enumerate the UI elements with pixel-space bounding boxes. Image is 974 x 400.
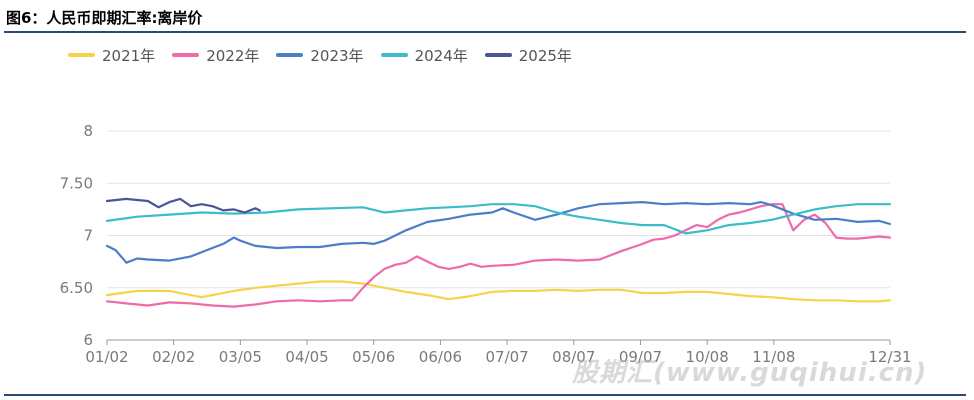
series-line-1 [105,280,892,303]
x-tick-label: 12/31 [868,348,911,366]
legend-label: 2022年 [206,46,260,65]
legend-item: 2021年 [68,45,155,66]
legend-label: 2024年 [414,46,468,65]
x-tick-label: 07/07 [485,348,528,366]
title-divider [4,31,966,33]
x-tick-label: 08/07 [552,348,595,366]
legend-swatch [484,53,512,57]
series-line-4 [105,203,892,235]
y-tick-label: 8 [83,122,93,140]
chart-legend: 2021年 2022年 2023年 2024年 2025年 [68,44,589,66]
legend-label: 2021年 [102,46,156,65]
x-tick-label: 10/08 [686,348,729,366]
legend-item: 2023年 [276,45,364,66]
legend-swatch [276,53,304,57]
y-tick-label: 7 [83,227,93,245]
y-tick-label: 7.50 [60,174,93,192]
legend-item: 2025年 [484,45,572,66]
legend-label: 2025年 [518,46,572,65]
legend-swatch [172,53,200,57]
chart-title: 图6：人民币即期汇率:离岸价 [6,9,203,27]
x-tick-label: 11/08 [752,348,795,366]
series-line-3 [105,201,892,264]
x-tick-label: 01/02 [85,348,128,366]
x-tick-label: 05/06 [352,348,395,366]
legend-item: 2022年 [172,45,259,66]
y-tick-label: 6 [83,331,93,349]
x-tick-label: 03/05 [219,348,262,366]
x-tick-label: 02/02 [152,348,195,366]
x-tick-label: 06/06 [419,348,462,366]
legend-label: 2023年 [310,46,364,65]
y-tick-label: 6.50 [60,279,93,297]
series-line-5 [105,197,261,214]
bottom-divider [4,394,966,396]
series-line-2 [105,203,892,308]
watermark: 股期汇(www.guqihui.cn) [572,358,928,388]
x-tick-label: 09/07 [619,348,662,366]
legend-swatch [68,53,95,57]
legend-item: 2024年 [380,45,468,66]
legend-swatch [380,53,408,57]
x-tick-label: 04/05 [285,348,328,366]
title-bar: 图6：人民币即期汇率:离岸价 [0,0,974,34]
